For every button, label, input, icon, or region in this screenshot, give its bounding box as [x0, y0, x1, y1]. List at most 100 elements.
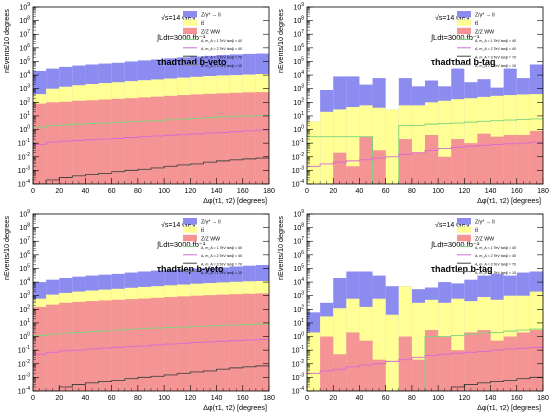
bar-dib-0: [33, 306, 47, 391]
y-tick-label: 10-4: [18, 179, 30, 189]
legend-swatch-tt: [183, 226, 197, 233]
chart-panel-2: 10-410-310-210-1100101102103104105106107…: [276, 2, 549, 205]
x-tick-label: 0: [31, 188, 35, 195]
bar-dib-16: [516, 134, 530, 184]
bar-dib-9: [425, 330, 439, 391]
signal-line-s1: [307, 118, 543, 184]
y-tick-label: 10-4: [292, 179, 304, 189]
y-tick-label: 108: [293, 223, 304, 233]
y-tick-exponent: -2: [26, 152, 31, 158]
bar-dib-9: [425, 134, 439, 184]
legend-label-s2: A, m_A = 2 TeV tanβ = 40: [201, 254, 242, 258]
y-tick-label: 102: [293, 97, 304, 107]
y-tick-exponent: 2: [301, 97, 304, 103]
bar-dib-2: [333, 354, 347, 391]
bar-dib-14: [216, 93, 230, 184]
y-tick-label: 10-4: [292, 386, 304, 396]
y-tick-exponent: -1: [300, 138, 305, 144]
y-tick-label: 105: [293, 56, 304, 66]
y-tick-label: 10-3: [18, 372, 30, 382]
y-tick-label: 102: [293, 304, 304, 314]
y-tick-exponent: 7: [301, 29, 304, 35]
x-tick-label: 140: [485, 395, 497, 402]
y-tick-label: 106: [19, 250, 30, 260]
y-tick-exponent: 9: [301, 2, 304, 8]
y-tick-label: 103: [293, 84, 304, 94]
bar-dib-17: [529, 130, 543, 184]
y-tick-exponent: 9: [301, 209, 304, 215]
bar-dib-9: [151, 297, 165, 391]
legend-swatch-zll: [457, 11, 471, 18]
y-tick-exponent: -3: [26, 165, 31, 171]
legend-label-s2: A, m_A = 2 TeV tanβ = 40: [475, 47, 516, 51]
bar-dib-12: [464, 332, 478, 391]
y-tick-label: 106: [293, 43, 304, 53]
energy-label: √s=14 GeV: [161, 14, 196, 22]
y-tick-exponent: 0: [301, 332, 304, 338]
x-tick-label: 40: [356, 395, 364, 402]
x-tick-label: 160: [237, 395, 249, 402]
y-tick-label: 10-1: [18, 138, 30, 148]
y-tick-label: 109: [293, 209, 304, 219]
y-tick-label: 101: [19, 318, 30, 328]
chart-panel-1: 10-410-310-210-1100101102103104105106107…: [2, 2, 275, 205]
y-tick-exponent: 0: [301, 125, 304, 131]
legend-label-s1: A, m_A = 1 TeV tanβ = 40: [475, 39, 516, 43]
x-tick-label: 40: [82, 188, 90, 195]
channel-tag-label: τhadτlep b-veto: [157, 264, 224, 274]
y-tick-exponent: 8: [301, 16, 304, 22]
signal-line-s3: [307, 376, 543, 391]
y-tick-exponent: 5: [301, 56, 304, 62]
y-tick-exponent: 1: [27, 111, 30, 117]
bar-dib-6: [111, 98, 125, 184]
y-tick-label: 107: [19, 29, 30, 39]
signal-line-s2: [307, 141, 543, 167]
y-tick-label: 105: [293, 263, 304, 273]
y-tick-label: 10-1: [18, 345, 30, 355]
x-axis-label: Δφ(τ1, τ2) [degrees]: [203, 403, 267, 412]
x-tick-label: 80: [134, 395, 142, 402]
y-axis-label: nEvents/10 degrees: [276, 9, 285, 73]
legend-swatch-zll: [183, 218, 197, 225]
y-tick-exponent: 8: [27, 16, 30, 22]
y-tick-label: 105: [19, 263, 30, 273]
bar-dib-12: [190, 94, 204, 184]
y-tick-exponent: 4: [27, 277, 30, 283]
x-tick-label: 60: [382, 395, 390, 402]
bar-tt-3: [346, 107, 360, 184]
y-tick-label: 103: [19, 291, 30, 301]
bar-dib-14: [216, 294, 230, 391]
bar-dib-7: [124, 98, 138, 184]
y-axis-label: nEvents/10 degrees: [276, 216, 285, 280]
bar-dib-10: [164, 95, 178, 184]
bar-dib-17: [529, 330, 543, 391]
y-axis-label: nEvents/10 degrees: [2, 9, 11, 73]
bar-dib-13: [477, 133, 491, 184]
bar-dib-3: [72, 301, 86, 391]
y-tick-exponent: 3: [27, 84, 30, 90]
bar-dib-5: [372, 150, 386, 184]
y-tick-label: 10-2: [292, 359, 304, 369]
y-tick-exponent: -1: [26, 345, 31, 351]
y-tick-exponent: 1: [301, 318, 304, 324]
bar-dib-4: [85, 100, 99, 184]
energy-label: √s=14 GeV: [435, 14, 470, 22]
y-tick-exponent: 7: [27, 29, 30, 35]
y-tick-exponent: 3: [301, 84, 304, 90]
y-tick-exponent: 6: [301, 43, 304, 49]
legend-swatch-tt: [457, 226, 471, 233]
signal-line-s1: [33, 323, 269, 336]
signal-line-s2: [33, 129, 269, 145]
bar-dib-0: [33, 103, 47, 184]
x-tick-label: 100: [158, 395, 170, 402]
y-tick-exponent: 8: [301, 223, 304, 229]
y-tick-label: 103: [293, 291, 304, 301]
bar-dib-12: [190, 295, 204, 391]
legend-swatch-dib: [183, 234, 197, 242]
legend-label-zll: Z/γ* → ll: [201, 13, 221, 19]
y-tick-label: 10-1: [292, 138, 304, 148]
bar-dib-5: [98, 300, 112, 391]
signal-line-s2: [307, 346, 543, 374]
legend-label-s3: A, m_A = 3 TeV tanβ = 70: [475, 263, 516, 267]
